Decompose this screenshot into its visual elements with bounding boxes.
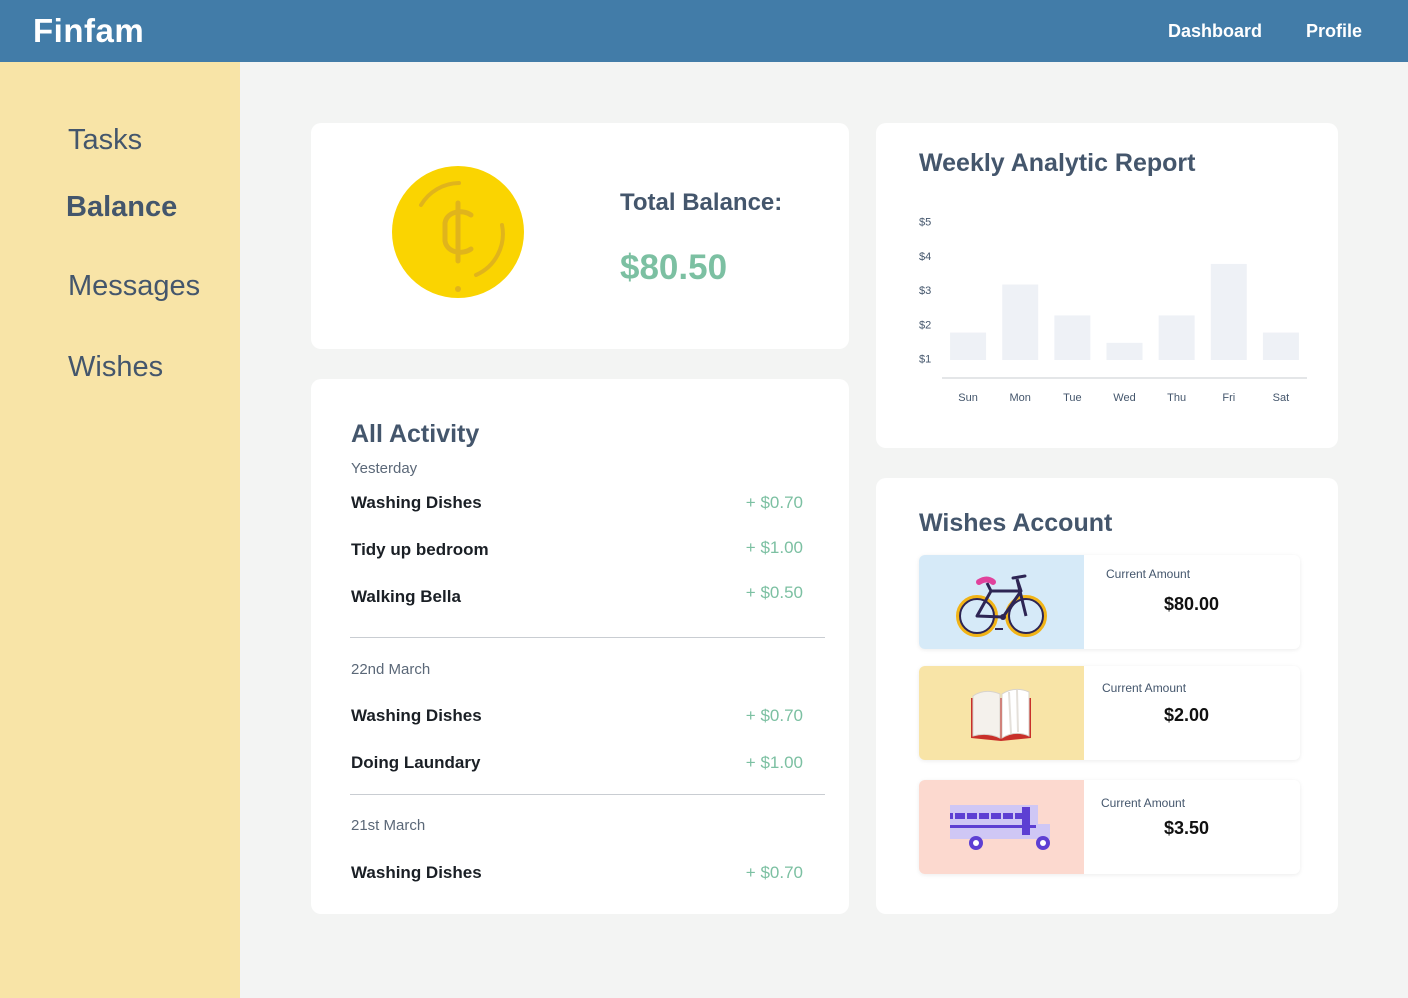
activity-divider — [350, 794, 825, 795]
y-tick-label: $5 — [919, 217, 931, 229]
activity-card: All Activity Yesterday Washing Dishes + … — [311, 379, 849, 914]
wish-item[interactable]: Current Amount $2.00 — [919, 666, 1300, 760]
x-tick-label: Tue — [1063, 392, 1082, 404]
wishes-title: Wishes Account — [919, 509, 1113, 537]
coin-icon — [392, 166, 524, 298]
chart-bar — [950, 332, 987, 360]
x-tick-label: Sat — [1273, 392, 1290, 404]
y-tick-label: $1 — [919, 354, 931, 366]
chart-bar — [1210, 263, 1247, 360]
wish-item[interactable]: Current Amount $3.50 — [919, 780, 1300, 874]
activity-item-amount: + $1.00 — [745, 753, 803, 772]
activity-group-label: Yesterday — [351, 460, 418, 477]
activity-item-amount: + $0.50 — [745, 583, 803, 602]
y-tick-label: $2 — [919, 319, 931, 331]
activity-item-amount: + $0.70 — [745, 863, 803, 882]
x-tick-label: Thu — [1167, 392, 1186, 404]
app-logo[interactable]: Finfam — [33, 12, 145, 49]
total-balance-label: Total Balance: — [620, 189, 783, 216]
chart-bar — [1262, 332, 1299, 360]
activity-group-label: 22nd March — [351, 661, 431, 678]
sidebar-item-wishes[interactable]: Wishes — [68, 351, 164, 383]
wish-current-amount-label: Current Amount — [1102, 681, 1187, 695]
x-tick-label: Wed — [1113, 392, 1135, 404]
y-tick-label: $3 — [919, 285, 931, 297]
activity-item-name: Walking Bella — [351, 587, 461, 606]
weekly-report-title: Weekly Analytic Report — [919, 149, 1196, 177]
wish-image — [919, 780, 1084, 874]
bicycle-icon — [956, 574, 1047, 637]
activity-item-name: Doing Laundary — [351, 753, 481, 772]
sidebar-item-tasks[interactable]: Tasks — [68, 124, 143, 156]
wish-current-amount-label: Current Amount — [1106, 567, 1191, 581]
nav-profile-link[interactable]: Profile — [1306, 21, 1363, 41]
activity-item-name: Washing Dishes — [351, 493, 482, 512]
wish-current-amount-value: $3.50 — [1164, 818, 1210, 838]
nav-dashboard-link[interactable]: Dashboard — [1168, 21, 1263, 41]
book-icon — [971, 688, 1031, 741]
weekly-report-card: Weekly Analytic Report $1 $2 $3 $4 $5 Sun Mon T… — [876, 123, 1338, 448]
wish-image — [919, 555, 1084, 649]
activity-item-amount: + $0.70 — [745, 706, 803, 725]
balance-card: Total Balance: $80.50 — [311, 123, 849, 349]
sidebar-item-messages[interactable]: Messages — [68, 270, 201, 302]
y-tick-label: $4 — [919, 251, 931, 263]
activity-item-name: Washing Dishes — [351, 863, 482, 882]
wish-image — [919, 666, 1084, 760]
x-tick-label: Sun — [958, 392, 978, 404]
activity-item-amount: + $0.70 — [745, 493, 803, 512]
chart-bar — [1054, 315, 1091, 360]
bus-icon — [950, 805, 1050, 850]
wishes-card: Wishes Account Current Amount $80.00 — [876, 478, 1338, 914]
chart-bar — [1158, 315, 1195, 360]
sidebar-item-balance[interactable]: Balance — [66, 191, 178, 223]
activity-title: All Activity — [351, 420, 480, 448]
total-balance-value: $80.50 — [620, 248, 728, 287]
activity-item-name: Tidy up bedroom — [351, 540, 489, 559]
x-tick-label: Mon — [1010, 392, 1031, 404]
activity-group-label: 21st March — [351, 817, 426, 834]
x-tick-label: Fri — [1222, 392, 1235, 404]
activity-divider — [350, 637, 825, 638]
wish-current-amount-label: Current Amount — [1101, 796, 1186, 810]
weekly-bar-chart: $1 $2 $3 $4 $5 Sun Mon Tue Wed Thu Fri Sat — [919, 217, 1307, 404]
wish-current-amount-value: $2.00 — [1164, 705, 1210, 725]
activity-item-name: Washing Dishes — [351, 706, 482, 725]
sidebar: Tasks Balance Messages Wishes — [0, 62, 240, 998]
chart-bar — [1106, 342, 1143, 360]
activity-item-amount: + $1.00 — [745, 538, 803, 557]
wish-item[interactable]: Current Amount $80.00 — [919, 555, 1300, 649]
chart-bar — [1002, 284, 1039, 360]
wish-current-amount-value: $80.00 — [1164, 594, 1220, 614]
top-bar: Finfam Dashboard Profile — [0, 0, 1408, 62]
